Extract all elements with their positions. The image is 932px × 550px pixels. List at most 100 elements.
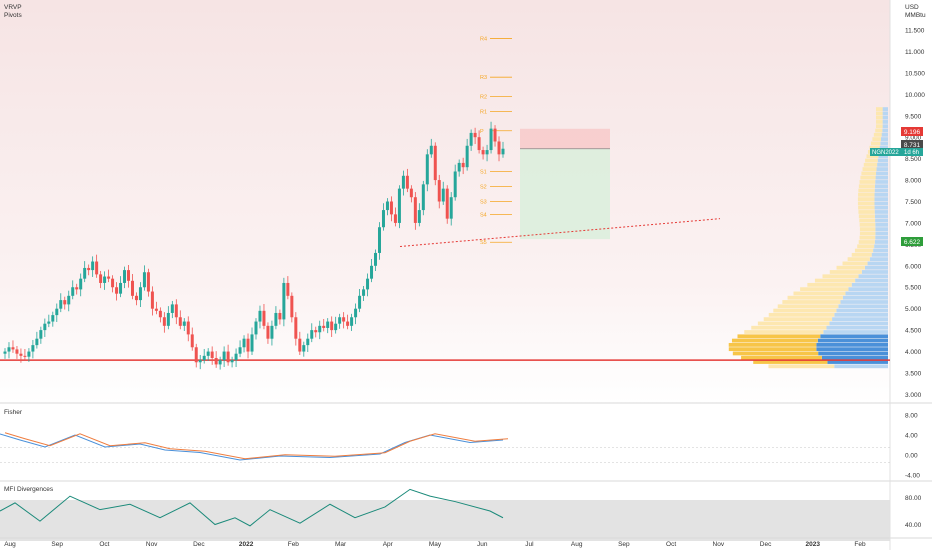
candle-body [397,188,401,223]
candle-body [409,188,413,198]
volume-bar-up [876,167,888,171]
price-tick-label: 7.000 [905,220,922,227]
price-axis-ticks: 3.0003.5004.0004.5005.0005.5006.0006.500… [905,28,925,399]
time-tick-label: Aug [4,541,16,548]
volume-bar-down [859,180,876,184]
candle-body [218,360,222,365]
volume-bar-up [873,248,888,253]
candle-body [75,287,79,290]
volume-bar-up [818,351,888,356]
volume-bar-down [842,261,868,266]
volume-bar-up [869,257,888,262]
pivot-label: S2 [480,184,487,190]
volume-bar-up [834,364,888,369]
candle-body [469,132,473,146]
candle-body [314,330,318,333]
last-price-badge: 8.731 [904,142,921,149]
volume-bar-down [829,270,862,274]
volume-bar-up [880,137,888,141]
volume-bar-down [728,342,817,347]
price-tick-label: 3.500 [905,370,922,377]
mfi-tick-label: 80.00 [905,495,922,502]
candle-body [7,347,11,352]
volume-bar-down [876,107,883,111]
pivot-label: S5 [480,240,487,246]
candle-body [449,197,453,219]
candle-body [158,310,162,318]
price-tick-label: 5.500 [905,285,922,292]
time-axis-ticks: Aug Sep Oct Nov Dec 2022 Feb Mar Apr May Jun Jul Aug… [4,541,866,548]
volume-bar-up [874,210,888,214]
volume-bar-up [842,295,888,300]
candle-body [246,338,250,352]
volume-bar-down [859,231,876,236]
candle-body [262,310,266,326]
candle-body [445,188,449,219]
candle-body [242,338,246,348]
volume-bar-down [861,171,877,176]
volume-bar-down [876,120,883,124]
candle-body [178,317,182,326]
candle-body [47,321,51,324]
indicator-label-pivots: Pivots [4,12,22,19]
candle-body [162,317,166,326]
candle-body [489,128,493,151]
volume-bar-down [836,265,865,270]
volume-bar-down [873,132,882,137]
candle-body [134,295,138,301]
pivot-label: R2 [480,94,487,100]
volume-bar-down [787,295,843,300]
price-tick-label: 8.500 [905,156,922,163]
countdown-badge: 1d 6h [904,150,919,156]
volume-bar-up [827,360,888,364]
pivot-label: R3 [480,75,487,81]
volume-bar-down [859,222,876,227]
symbol-badge: NGN2022 [872,150,899,156]
candle-body [234,353,238,361]
volume-bar-up [836,308,888,313]
volume-bar-up [876,171,888,176]
volume-bar-down [859,235,876,240]
volume-bar-up [875,175,888,180]
candle-body [477,137,481,151]
candle-body [433,145,437,181]
candle-body [154,308,158,311]
time-tick-label: Sep [618,541,630,548]
trendline-group [399,218,721,248]
price-tick-label: 11.000 [905,49,925,56]
time-tick-label: Mar [335,541,347,548]
volume-profile [728,107,888,369]
candle-body [115,287,119,294]
volume-bar-down [768,312,835,317]
volume-bar-up [882,115,888,120]
candle-body [302,345,306,352]
volume-bar-down [876,111,883,116]
candle-body [190,334,194,348]
volume-bar-up [874,214,888,219]
price-tick-label: 10.000 [905,92,925,99]
candle-body [377,227,381,253]
fisher-tick-label: -4.00 [905,473,920,480]
volume-bar-up [875,227,888,232]
candle-body [206,351,210,356]
candle-body [146,272,150,292]
candle-body [266,325,270,339]
volume-bar-up [821,355,888,360]
candle-body [87,267,91,271]
volume-bar-down [870,141,881,146]
price-badges: 9.196 8.731 NGN2022 1d 6h 6.622 [870,127,923,246]
volume-bar-up [875,218,888,223]
volume-bar-up [877,162,888,167]
candle-body [130,280,134,296]
volume-bar-up [871,252,888,257]
indicator-label-vrvp: VRVP [4,4,22,11]
time-tick-label: Feb [854,541,866,548]
time-tick-label: 2022 [239,541,254,548]
price-tick-label: 5.000 [905,306,922,313]
volume-bar-down [857,244,875,249]
volume-bar-down [737,334,821,339]
volume-bar-down [857,197,875,201]
candle-body [413,197,417,223]
volume-bar-up [874,240,888,244]
candle-body [421,184,425,211]
